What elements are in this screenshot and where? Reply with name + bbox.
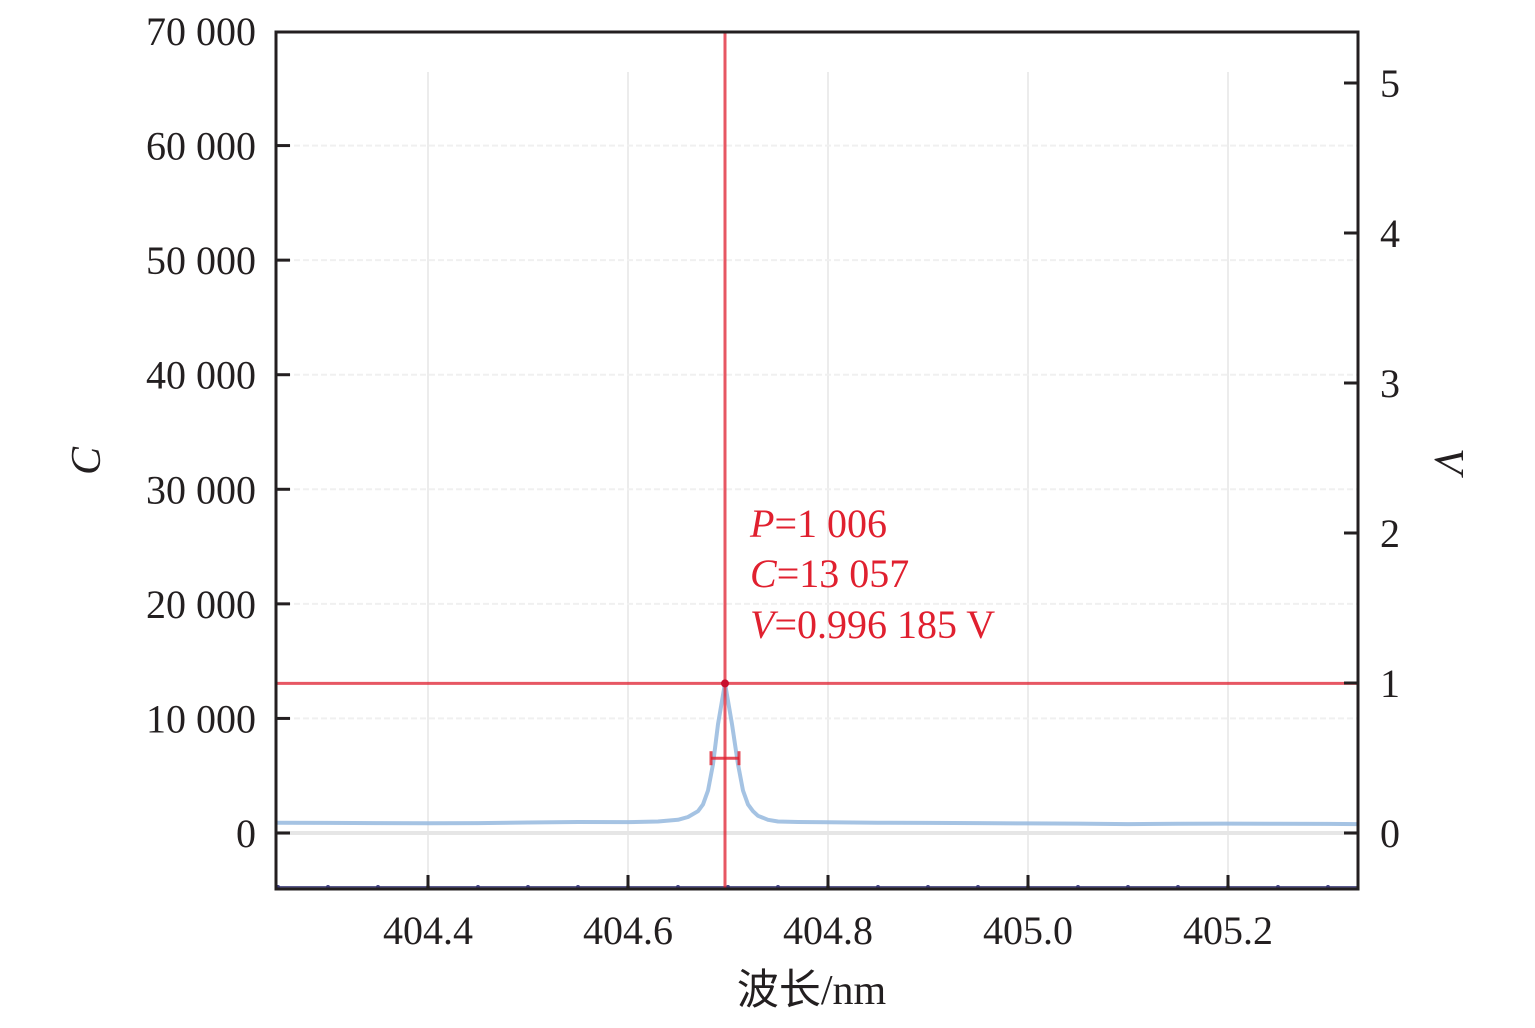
annotation-variable: C xyxy=(750,551,778,596)
annotation-line: P=1 006 xyxy=(749,501,887,546)
annotation-line: V=0.996 185 V xyxy=(750,602,995,647)
annotation-value: =1 006 xyxy=(774,501,887,546)
x-axis-title: 波长/nm xyxy=(736,968,887,1014)
x-tick-label: 405.0 xyxy=(983,908,1073,953)
x-tick-label: 404.4 xyxy=(383,908,473,953)
annotation-value: =13 057 xyxy=(777,551,910,596)
cursor-crosshair xyxy=(276,32,1358,889)
cursor-annotation: P=1 006 C=13 057 V=0.996 185 V xyxy=(749,501,995,647)
y-tick-label-right: 3 xyxy=(1380,361,1400,406)
y-tick-label-left: 0 xyxy=(236,811,256,856)
y-tick-label-left: 30 000 xyxy=(146,467,256,512)
y-tick-label-left: 40 000 xyxy=(146,353,256,398)
y-tick-label-left: 60 000 xyxy=(146,124,256,169)
annotation-line: C=13 057 xyxy=(750,551,909,596)
y-tick-label-right: 0 xyxy=(1380,811,1400,856)
plot-frame xyxy=(274,30,1360,891)
axis-ticks: 0 10 000 20 000 30 000 40 000 50 000 60 000 70 … xyxy=(146,9,1400,953)
axis-titles: C V xyxy=(64,446,1471,478)
y-tick-label-right: 5 xyxy=(1380,61,1400,106)
y-tick-label-left: 70 000 xyxy=(146,9,256,54)
plot-border xyxy=(274,30,1360,891)
annotation-variable: V xyxy=(750,602,779,647)
y-axis-title-right: V xyxy=(1425,448,1471,478)
spectrum-series xyxy=(275,681,1359,827)
x-tick-label: 404.6 xyxy=(583,908,673,953)
x-tick-label: 404.8 xyxy=(783,908,873,953)
grid-lines xyxy=(276,72,1358,889)
y-tick-label-left: 50 000 xyxy=(146,238,256,283)
spectrum-line xyxy=(275,681,1359,827)
x-tick-label: 405.2 xyxy=(1183,908,1273,953)
y-tick-label-right: 2 xyxy=(1380,511,1400,556)
annotation-variable: P xyxy=(749,501,774,546)
cursor-point xyxy=(721,679,729,688)
y-tick-label-left: 20 000 xyxy=(146,582,256,627)
annotation-value: =0.996 185 V xyxy=(774,602,995,647)
y-tick-label-right: 4 xyxy=(1380,211,1400,256)
y-tick-label-right: 1 xyxy=(1380,661,1400,706)
y-tick-label-left: 10 000 xyxy=(146,696,256,741)
y-axis-title-left: C xyxy=(64,446,110,475)
